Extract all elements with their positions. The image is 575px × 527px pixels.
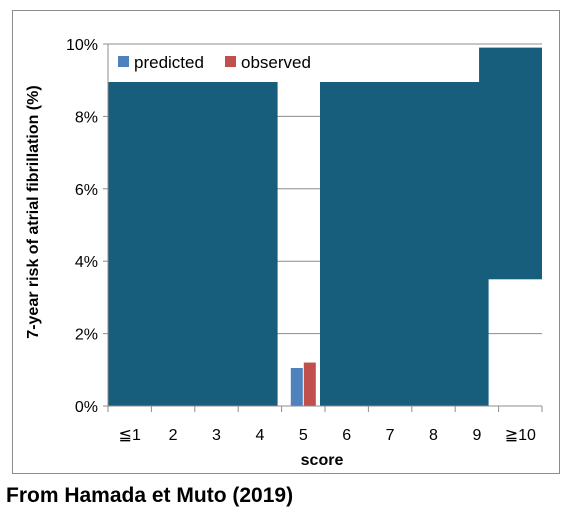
- x-tick-label: 8: [429, 427, 438, 444]
- x-tick-label: 2: [169, 427, 178, 444]
- x-tick-label: 3: [212, 427, 221, 444]
- x-axis-label: score: [301, 452, 344, 469]
- x-tick-label: ≦1: [119, 427, 141, 444]
- legend: predicted observed: [118, 53, 311, 72]
- chart: 0% 2% 4% 6% 8% 10% ≦1 2 3 4 5 6 7 8 9 ≧10 7-year risk …: [25, 37, 543, 469]
- source-caption: From Hamada et Muto (2019): [6, 484, 294, 507]
- x-tick-label: 7: [386, 427, 395, 444]
- x-tick-label: 4: [255, 427, 264, 444]
- legend-swatch-observed: [225, 56, 236, 67]
- y-tick-label: 6%: [75, 182, 98, 199]
- y-tick-label: 4%: [75, 254, 98, 271]
- x-tick-label: 9: [472, 427, 481, 444]
- legend-label-observed: observed: [241, 53, 311, 72]
- chart-frame: [12, 10, 560, 474]
- overlay-block: [108, 82, 278, 406]
- y-tick-label: 0%: [75, 399, 98, 416]
- overlay-block: [479, 47, 542, 280]
- x-tick-label: 5: [299, 427, 308, 444]
- y-tick-label: 10%: [66, 37, 98, 54]
- legend-swatch-predicted: [118, 56, 129, 67]
- y-tick-label: 8%: [75, 109, 98, 126]
- x-tick-label: 6: [342, 427, 351, 444]
- x-tick-label: ≧10: [505, 427, 536, 444]
- bar-predicted: [290, 367, 303, 406]
- legend-label-predicted: predicted: [134, 53, 204, 72]
- overlay-block: [320, 82, 489, 406]
- bar-observed: [303, 362, 316, 406]
- y-axis-label: 7-year risk of atrial fibrillation (%): [25, 85, 42, 338]
- y-tick-label: 2%: [75, 327, 98, 344]
